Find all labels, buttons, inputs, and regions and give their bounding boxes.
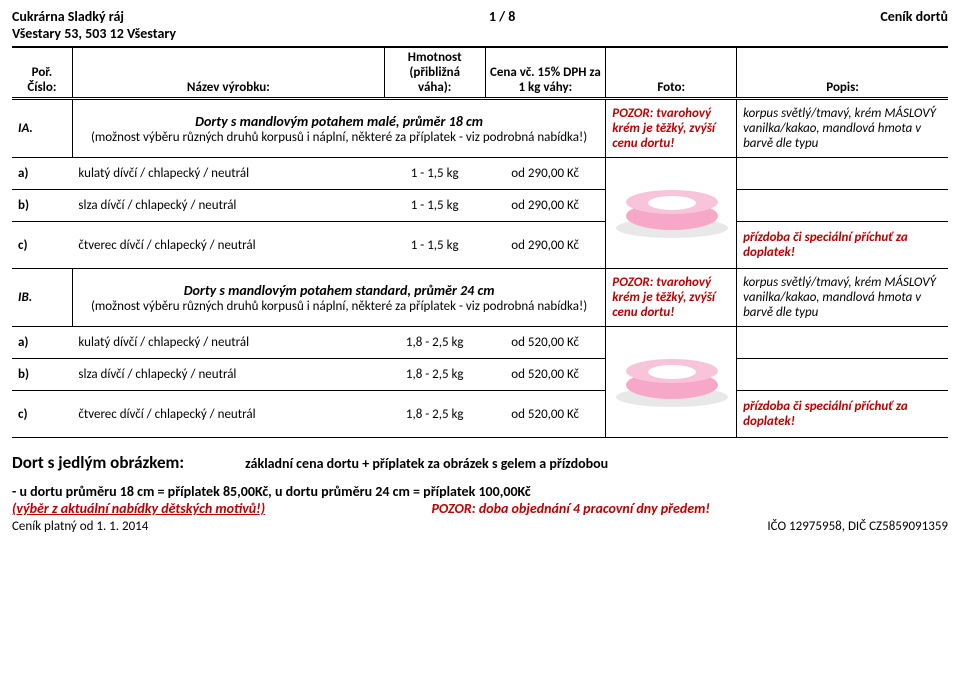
- ia-row-b-let: b): [12, 190, 72, 222]
- company-name: Cukrárna Sladký ráj: [12, 8, 124, 25]
- footer-line1: - u dortu průměru 18 cm = příplatek 85,0…: [12, 483, 948, 500]
- footer-line2: (výběr z aktuální nabídky dětských motiv…: [12, 500, 265, 517]
- col-cena: Cena vč. 15% DPH za 1 kg váhy:: [485, 47, 606, 99]
- page-number: 1 / 8: [489, 8, 516, 25]
- ia-row-b-name: slza dívčí / chlapecký / neutrál: [72, 190, 384, 222]
- ia-surcharge: přízdoba či speciální příchuť za doplate…: [737, 222, 948, 269]
- col-nazev: Název výrobku:: [72, 47, 384, 99]
- footer-ico: IČO 12975958, DIČ CZ5859091359: [767, 519, 948, 534]
- section-ia-desc: Dorty s mandlovým potahem malé, průměr 1…: [72, 99, 605, 158]
- section-ib-popis: korpus světlý/tmavý, krém MÁSLOVÝ vanilk…: [737, 269, 948, 327]
- section-ia-warn: POZOR: tvarohový krém je těžký, zvýší ce…: [606, 99, 737, 158]
- header-row: Cukrárna Sladký ráj 1 / 8 Ceník dortů: [12, 8, 948, 25]
- col-hmotnost: Hmotnost (přibližná váha):: [384, 47, 485, 99]
- col-popis: Popis:: [737, 47, 948, 99]
- footer-block: Dort s jedlým obrázkem: základní cena do…: [12, 452, 948, 534]
- ia-row-c-let: c): [12, 222, 72, 269]
- footer-desc: základní cena dortu + příplatek za obráz…: [245, 455, 608, 472]
- footer-valid: Ceník platný od 1. 1. 2014: [12, 519, 148, 534]
- ia-row-a-name: kulatý dívčí / chlapecký / neutrál: [72, 158, 384, 190]
- ia-row-a-price: od 290,00 Kč: [485, 158, 606, 190]
- section-ia-popis: korpus světlý/tmavý, krém MÁSLOVÝ vanilk…: [737, 99, 948, 158]
- section-ib-label: IB.: [12, 269, 72, 327]
- ib-photo: [606, 327, 737, 438]
- doc-title: Ceník dortů: [880, 8, 948, 25]
- ia-row-a-let: a): [12, 158, 72, 190]
- cake-icon: [612, 351, 732, 413]
- section-ib-desc: Dorty s mandlovým potahem standard, prům…: [72, 269, 605, 327]
- ia-row-c-name: čtverec dívčí / chlapecký / neutrál: [72, 222, 384, 269]
- col-por: Poř. Číslo:: [12, 47, 72, 99]
- section-ia-label: IA.: [12, 99, 72, 158]
- ib-surcharge: přízdoba či speciální příchuť za doplate…: [737, 391, 948, 438]
- ia-photo: [606, 158, 737, 269]
- price-table: Poř. Číslo: Název výrobku: Hmotnost (při…: [12, 46, 948, 438]
- col-foto: Foto:: [606, 47, 737, 99]
- cake-icon: [612, 182, 732, 244]
- section-ib-warn: POZOR: tvarohový krém je těžký, zvýší ce…: [606, 269, 737, 327]
- ia-row-a-wt: 1 - 1,5 kg: [384, 158, 485, 190]
- footer-warn: POZOR: doba objednání 4 pracovní dny pře…: [431, 500, 710, 517]
- company-address: Všestary 53, 503 12 Všestary: [12, 25, 948, 42]
- footer-title: Dort s jedlým obrázkem:: [12, 452, 242, 473]
